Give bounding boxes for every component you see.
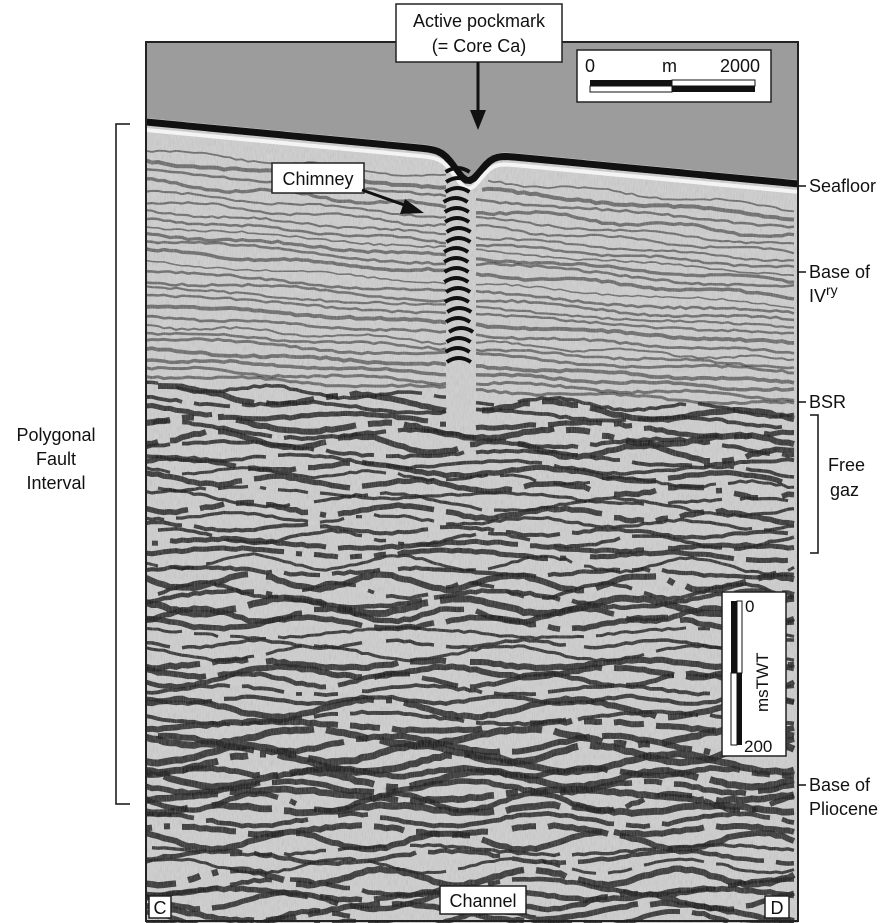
chimney-reflector-7 — [445, 226, 472, 234]
corner-left-box — [148, 895, 172, 919]
scale-end-label: 2000 — [720, 56, 760, 76]
label-bsr: BSR — [809, 392, 846, 412]
chimney-arrow-head — [400, 199, 424, 214]
scale-segment-black-1 — [590, 80, 672, 86]
label-base-quaternary-line1: Base of — [809, 262, 871, 282]
channel-callout-label: Channel — [449, 891, 516, 911]
scale-box — [576, 49, 772, 103]
seafloor-white-band — [146, 128, 798, 194]
vertical-scale-bar: 0 msTWT 200 — [721, 591, 787, 757]
chimney-reflector-11 — [443, 266, 470, 274]
pockmark-callout-line2: (= Core Ca) — [432, 36, 527, 56]
chimney-reflector-2 — [444, 176, 472, 184]
vscale-top-label: 0 — [745, 597, 754, 616]
label-free-gas-line2: gaz — [830, 480, 859, 500]
chimney-reflector-16 — [444, 316, 472, 324]
chimney-reflector-6 — [443, 216, 471, 224]
corner-left-text: C — [154, 898, 167, 918]
scale-start-label: 0 — [585, 56, 595, 76]
label-iv-superscript: ry — [826, 282, 838, 298]
chimney-reflector-1 — [444, 166, 471, 174]
channel-callout-box — [439, 885, 527, 915]
chimney-reflector-15 — [446, 306, 473, 314]
pockmark-arrow-head — [470, 110, 486, 130]
vscale-segment-white-2 — [730, 672, 738, 746]
label-iv: IV — [809, 286, 826, 306]
pockmark-callout: Active pockmark (= Core Ca) — [395, 3, 563, 130]
scale-unit-label: m — [662, 56, 677, 76]
pockmark-callout-line1: Active pockmark — [413, 11, 546, 31]
chimney-arrow-shaft — [361, 188, 411, 209]
corner-right-text: D — [771, 898, 784, 918]
chimney-callout: Chimney — [271, 162, 424, 214]
chimney-reflector-19 — [444, 346, 471, 354]
chimney-reflector-4 — [442, 196, 469, 204]
chimney-reflector-14 — [443, 296, 470, 304]
chimney-reflector-9 — [443, 246, 470, 254]
label-base-pliocene-line1: Base of — [809, 775, 871, 795]
corner-right-box — [764, 895, 790, 919]
right-horizon-labels: Seafloor Base of IVry BSR Free gaz Base … — [798, 176, 878, 819]
label-interval-line3: Interval — [26, 473, 85, 493]
chimney-reflector-5 — [443, 206, 470, 214]
chimney-reflector-18 — [445, 336, 472, 344]
chimney-reflector-20 — [445, 356, 472, 364]
chimney-reflector-3 — [444, 186, 471, 194]
seafloor-reflector — [146, 118, 798, 188]
seismic-panel — [146, 42, 798, 923]
vscale-segment-black-1 — [731, 601, 737, 673]
chimney-reflector-12 — [443, 276, 470, 284]
gas-chimney — [442, 166, 475, 364]
vscale-segment-white-1 — [736, 600, 743, 674]
polygonal-fault-interval: Polygonal Fault Interval — [16, 123, 130, 805]
label-base-pliocene-line2: Pliocene — [809, 799, 878, 819]
vscale-segment-black-2 — [737, 673, 742, 745]
label-interval-line1: Polygonal — [16, 425, 95, 445]
corner-label-left: C — [148, 895, 172, 919]
corner-label-right: D — [764, 895, 790, 919]
channel-callout: Channel — [439, 885, 527, 915]
free-gas-bracket — [810, 414, 819, 554]
label-seafloor: Seafloor — [809, 176, 876, 196]
chimney-reflector-10 — [443, 256, 470, 264]
scale-segment-black-2 — [672, 86, 755, 92]
chimney-reflector-13 — [445, 286, 472, 294]
chimney-reflector-17 — [447, 326, 475, 334]
vscale-unit-label: msTWT — [753, 653, 772, 712]
label-base-quaternary-line2: IVry — [809, 282, 838, 306]
label-interval-line2: Fault — [36, 449, 76, 469]
scale-segment-white-2 — [671, 79, 756, 87]
horizontal-scale-bar: 0 m 2000 — [576, 49, 772, 103]
chimney-callout-label: Chimney — [282, 169, 353, 189]
chimney-callout-box — [271, 162, 365, 194]
label-free-gas-line1: Free — [828, 455, 865, 475]
chimney-reflector-8 — [445, 236, 472, 244]
vscale-bottom-label: 200 — [744, 737, 772, 756]
scale-segment-white — [589, 85, 673, 93]
interval-bracket — [115, 123, 130, 805]
pockmark-callout-box — [395, 3, 563, 63]
